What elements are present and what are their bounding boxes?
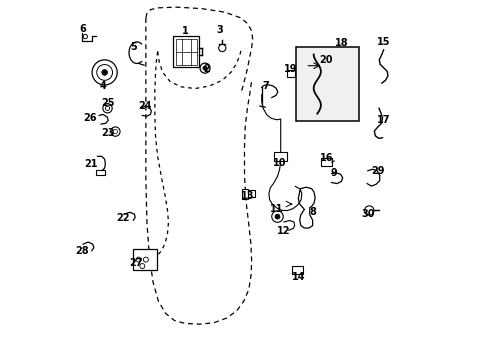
Circle shape (143, 257, 148, 262)
Circle shape (102, 104, 112, 113)
Text: 1: 1 (182, 26, 188, 36)
Circle shape (83, 35, 87, 39)
Text: 8: 8 (308, 207, 315, 217)
Circle shape (110, 127, 120, 136)
Bar (133, 249, 156, 270)
Text: 4: 4 (99, 81, 106, 91)
Bar (274, 152, 286, 161)
Circle shape (136, 257, 141, 262)
Text: 23: 23 (101, 128, 114, 138)
Text: 12: 12 (277, 226, 290, 236)
Bar (244, 190, 254, 197)
Text: 2: 2 (203, 64, 210, 74)
Bar (286, 69, 295, 77)
Circle shape (113, 130, 117, 134)
Text: 26: 26 (82, 113, 96, 123)
Text: 3: 3 (216, 25, 223, 35)
Text: 11: 11 (269, 204, 283, 214)
Text: 5: 5 (130, 42, 137, 52)
Bar (173, 36, 199, 67)
Text: 18: 18 (335, 38, 348, 48)
Bar (292, 266, 303, 274)
Bar (175, 39, 197, 65)
Text: 28: 28 (76, 246, 89, 256)
Text: 25: 25 (101, 98, 114, 108)
Text: 21: 21 (84, 159, 98, 169)
Text: 19: 19 (283, 64, 297, 74)
Circle shape (105, 106, 109, 111)
Text: 6: 6 (79, 24, 85, 35)
Text: 16: 16 (319, 153, 332, 163)
Text: 13: 13 (241, 191, 254, 201)
Circle shape (274, 214, 280, 219)
Circle shape (92, 60, 117, 85)
Text: 9: 9 (329, 168, 336, 178)
Text: 22: 22 (116, 213, 130, 222)
Text: 7: 7 (262, 81, 268, 91)
Text: 27: 27 (129, 258, 142, 268)
Bar (320, 158, 331, 166)
Text: 15: 15 (376, 37, 389, 47)
Text: 17: 17 (376, 115, 389, 125)
Text: 20: 20 (319, 55, 332, 65)
Text: 30: 30 (361, 209, 374, 219)
Circle shape (200, 63, 210, 73)
Bar (96, 170, 104, 175)
Text: 29: 29 (370, 166, 384, 176)
Text: 14: 14 (291, 272, 305, 282)
Bar (242, 189, 248, 199)
Circle shape (140, 264, 144, 269)
Text: 10: 10 (272, 158, 286, 168)
Circle shape (218, 44, 225, 51)
Circle shape (364, 206, 373, 215)
Circle shape (102, 69, 107, 75)
Bar (296, 47, 359, 121)
Circle shape (271, 211, 283, 222)
Circle shape (203, 66, 207, 70)
Text: 24: 24 (138, 102, 151, 112)
Circle shape (97, 64, 112, 80)
